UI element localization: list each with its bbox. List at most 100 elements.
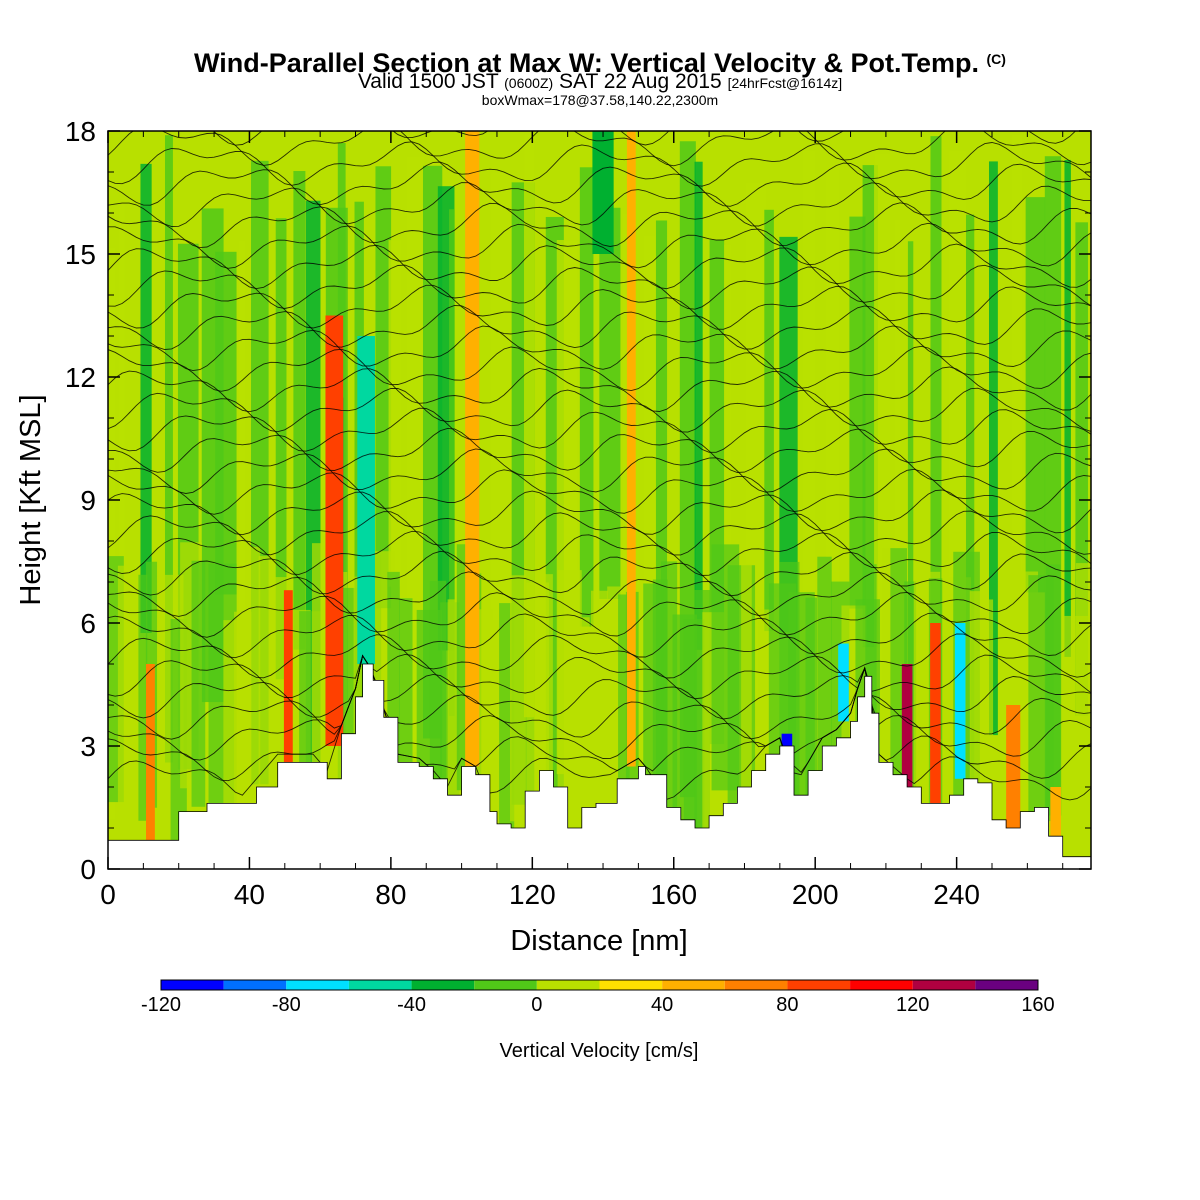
chart-title: Wind-Parallel Section at Max W: Vertical…	[0, 44, 1200, 78]
vv-lowlevel-patch	[982, 599, 994, 846]
vv-lowlevel-patch	[117, 565, 130, 812]
axes: 0 40 80 120 160 200 240 0 3 6 9 12 15 18	[65, 116, 1092, 910]
y-tick-label: 6	[80, 608, 96, 639]
updraft-core	[626, 131, 636, 767]
theta-contour	[108, 654, 1091, 720]
vv-streak	[293, 171, 306, 650]
vv-lowlevel-patch	[1045, 564, 1061, 811]
vv-streak	[779, 236, 798, 633]
downdraft-core	[592, 131, 614, 254]
vv-streak	[948, 150, 967, 652]
vv-lowlevel-patch	[270, 577, 287, 824]
theta-contour	[108, 366, 1091, 413]
colorbar-tick-label: 0	[531, 994, 542, 1016]
y-tick-label: 9	[80, 485, 96, 516]
colorbar-swatch	[787, 980, 851, 990]
chart-title-mark: (C)	[986, 51, 1006, 67]
vv-lowlevel-patch	[618, 594, 630, 841]
theta-contour	[108, 591, 1091, 638]
vv-streak	[849, 216, 866, 609]
updraft-core	[325, 315, 344, 746]
colorbar-tick-label: 40	[651, 994, 673, 1016]
downdraft-core	[838, 643, 849, 722]
y-tick-label: 12	[65, 362, 96, 393]
valid-date: SAT 22 Aug 2015	[559, 70, 722, 93]
vv-lowlevel-patch	[741, 564, 752, 811]
theta-contour	[108, 653, 1091, 700]
colorbar-swatch	[599, 980, 663, 990]
x-tick-label: 0	[100, 879, 116, 910]
colorbar-swatch	[536, 980, 600, 990]
y-tick-label: 0	[80, 854, 96, 885]
vv-streak	[118, 202, 125, 604]
vv-lowlevel-patch	[487, 620, 500, 867]
updraft-core	[930, 623, 941, 804]
vv-streak	[965, 214, 975, 806]
colorbar-swatch	[724, 980, 788, 990]
y-tick-label: 3	[80, 731, 96, 762]
vv-lowlevel-patch	[125, 580, 134, 827]
x-tick-label: 120	[509, 879, 556, 910]
terrain	[108, 663, 1091, 869]
updraft-core	[1006, 705, 1021, 828]
updraft-core	[1050, 787, 1061, 857]
theta-contour	[108, 571, 1091, 617]
theta-contour	[108, 182, 1091, 227]
vv-lowlevel-patch	[969, 591, 982, 838]
theta-contour	[108, 345, 1091, 392]
theta-contour	[108, 468, 1091, 515]
colorbar-label: Vertical Velocity [cm/s]	[500, 1040, 699, 1062]
updraft-core	[465, 131, 480, 767]
vv-streak	[694, 161, 703, 650]
theta-contour	[108, 264, 1091, 310]
colorbar-tick-label: -40	[397, 994, 426, 1016]
updraft-core	[283, 590, 293, 763]
colorbar-swatch	[411, 980, 475, 990]
theta-contour	[108, 325, 1091, 372]
forecast-info: [24hrFcst@1614z]	[727, 75, 843, 91]
x-tick-label: 200	[792, 879, 839, 910]
valid-prefix: Valid 1500 JST	[357, 70, 499, 93]
vv-streak	[599, 207, 621, 599]
vv-streak	[579, 167, 594, 627]
theta-contour	[108, 448, 1091, 494]
x-tick-label: 240	[933, 879, 980, 910]
theta-contour	[108, 131, 1091, 167]
vv-lowlevel-patch	[234, 611, 252, 858]
theta-contour	[108, 80, 1091, 125]
chart-subtitle: Valid 1500 JST (0600Z) SAT 22 Aug 2015 […	[0, 70, 1200, 95]
colorbar-tick-label: 160	[1021, 994, 1054, 1016]
colorbar-swatch	[662, 980, 725, 990]
x-tick-label: 80	[375, 879, 406, 910]
colorbar-swatch	[286, 980, 349, 990]
vv-streak	[724, 244, 732, 822]
colorbar-tick-label: -80	[272, 994, 301, 1016]
colorbar-tick-label: 120	[896, 994, 929, 1016]
x-axis-label: Distance [nm]	[510, 925, 687, 957]
theta-contour	[108, 530, 1091, 576]
vv-streak	[802, 150, 816, 697]
colorbar-swatch	[912, 980, 976, 990]
colorbar-swatch	[161, 980, 224, 990]
vv-streak	[108, 247, 116, 820]
vv-streak	[275, 218, 287, 680]
colorbar: -120 -80 -40 0 40 80 120 160	[141, 979, 1055, 1016]
x-tick-label: 40	[234, 879, 265, 910]
vv-lowlevel-patch	[805, 597, 818, 844]
updraft-core	[901, 664, 913, 787]
updraft-core	[146, 664, 155, 841]
vv-lowlevel-patch	[591, 590, 608, 837]
chart-title-text: Wind-Parallel Section at Max W: Vertical…	[194, 48, 979, 78]
vv-lowlevel-patch	[138, 574, 148, 821]
theta-contour	[108, 510, 1091, 556]
vv-streak	[907, 241, 914, 705]
plot-area	[108, 80, 1091, 869]
theta-contour	[108, 284, 1091, 330]
box-info: boxWmax=178@37.58,140.22,2300m	[481, 92, 719, 108]
vv-streak	[655, 220, 668, 811]
vv-streak	[1011, 134, 1023, 595]
theta-contour	[108, 202, 1091, 249]
y-tick-label: 15	[65, 239, 96, 270]
theta-contour	[108, 654, 1091, 740]
